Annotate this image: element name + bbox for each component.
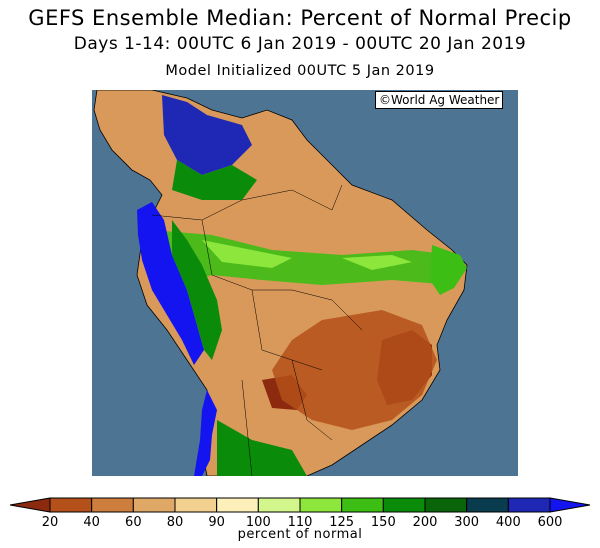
andes-wet bbox=[137, 202, 204, 365]
colorbar-tick-label: 100 bbox=[246, 515, 271, 530]
andes-green bbox=[172, 220, 222, 360]
precip-map bbox=[92, 90, 518, 476]
map-title: GEFS Ensemble Median: Percent of Normal … bbox=[28, 6, 572, 30]
colorbar-segment bbox=[424, 497, 468, 513]
forecast-period: Days 1-14: 00UTC 6 Jan 2019 - 00UTC 20 J… bbox=[73, 34, 527, 54]
south-green bbox=[217, 420, 307, 476]
dry-mid bbox=[272, 310, 437, 430]
colorbar-segment bbox=[216, 497, 259, 513]
model-init-time: Model Initialized 00UTC 5 Jan 2019 bbox=[165, 63, 435, 79]
colorbar-tick-label: 40 bbox=[83, 515, 100, 530]
colorbar-tick-label: 150 bbox=[371, 515, 396, 530]
colorbar-tick-label: 80 bbox=[167, 515, 184, 530]
colorbar-over-arrow bbox=[549, 497, 591, 513]
colorbar-tick-label: 60 bbox=[125, 515, 142, 530]
colorbar-segment bbox=[174, 497, 218, 513]
colorbar-tick-label: 600 bbox=[538, 515, 563, 530]
north-wet bbox=[162, 95, 252, 175]
colorbar-tick-label: 110 bbox=[288, 515, 313, 530]
colorbar-segment bbox=[466, 497, 509, 513]
colorbar-segment bbox=[132, 497, 176, 513]
south-wet bbox=[194, 390, 217, 476]
colorbar-tick-label: 300 bbox=[454, 515, 479, 530]
north-green bbox=[172, 160, 257, 200]
colorbar-segment bbox=[507, 497, 551, 513]
ne-coast-green bbox=[430, 245, 467, 295]
colorbar-tick-label: 125 bbox=[329, 515, 354, 530]
colorbar-segment bbox=[49, 497, 93, 513]
colorbar-label: percent of normal bbox=[237, 527, 363, 542]
colorbar-segment bbox=[382, 497, 426, 513]
colorbar-tick-label: 400 bbox=[496, 515, 521, 530]
colorbar-tick-label: 200 bbox=[413, 515, 438, 530]
colorbar-segment bbox=[91, 497, 134, 513]
colorbar-tick-label: 90 bbox=[208, 515, 225, 530]
colorbar-tick-label: 20 bbox=[42, 515, 59, 530]
colorbar-under-arrow bbox=[9, 497, 51, 513]
colorbar-segment bbox=[299, 497, 343, 513]
light-green-patches bbox=[202, 240, 412, 270]
colorbar: 20 40 60 80 90 100 110 125 150 200 300 400 600 bbox=[9, 497, 591, 530]
colorbar-segment bbox=[257, 497, 301, 513]
colorbar-segment bbox=[341, 497, 384, 513]
country-borders bbox=[151, 184, 363, 476]
credit-label: ©World Ag Weather bbox=[375, 91, 504, 109]
